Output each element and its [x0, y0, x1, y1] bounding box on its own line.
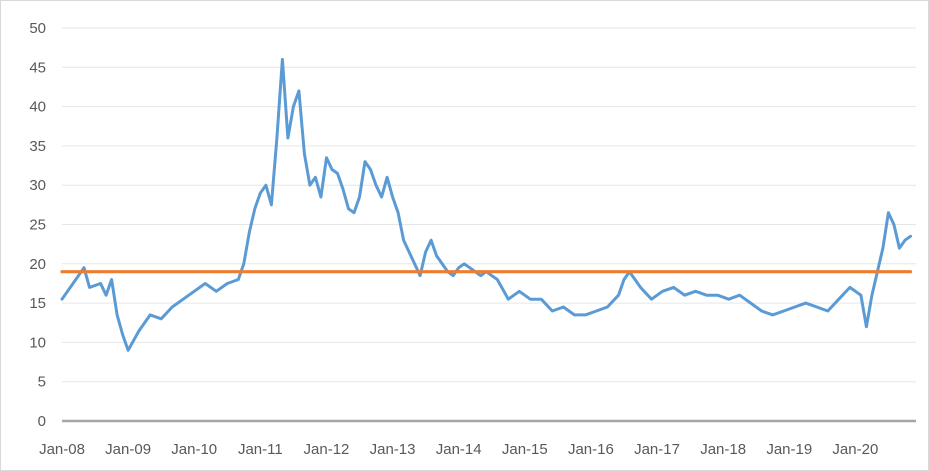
- y-tick-label: 10: [29, 334, 46, 351]
- y-tick-label: 5: [38, 374, 46, 391]
- x-tick-label: Jan-20: [832, 441, 878, 458]
- x-tick-label: Jan-16: [568, 441, 614, 458]
- y-tick-label: 50: [29, 20, 46, 37]
- x-tick-label: Jan-18: [700, 441, 746, 458]
- x-tick-label: Jan-19: [766, 441, 812, 458]
- y-tick-label: 0: [38, 413, 46, 430]
- x-tick-label: Jan-10: [171, 441, 217, 458]
- x-tick-label: Jan-12: [304, 441, 350, 458]
- y-tick-label: 15: [29, 295, 46, 312]
- y-tick-label: 25: [29, 217, 46, 234]
- y-tick-label: 45: [29, 59, 46, 76]
- x-tick-label: Jan-11: [238, 441, 283, 458]
- y-tick-label: 35: [29, 138, 46, 155]
- x-tick-label: Jan-08: [39, 441, 85, 458]
- x-tick-label: Jan-13: [370, 441, 416, 458]
- x-tick-label: Jan-15: [502, 441, 548, 458]
- y-tick-label: 40: [29, 99, 46, 116]
- x-tick-label: Jan-17: [634, 441, 680, 458]
- series-line: [60, 57, 912, 352]
- y-tick-label: 30: [29, 177, 46, 194]
- y-tick-label: 20: [29, 256, 46, 273]
- x-tick-label: Jan-09: [105, 441, 151, 458]
- x-tick-label: Jan-14: [436, 441, 482, 458]
